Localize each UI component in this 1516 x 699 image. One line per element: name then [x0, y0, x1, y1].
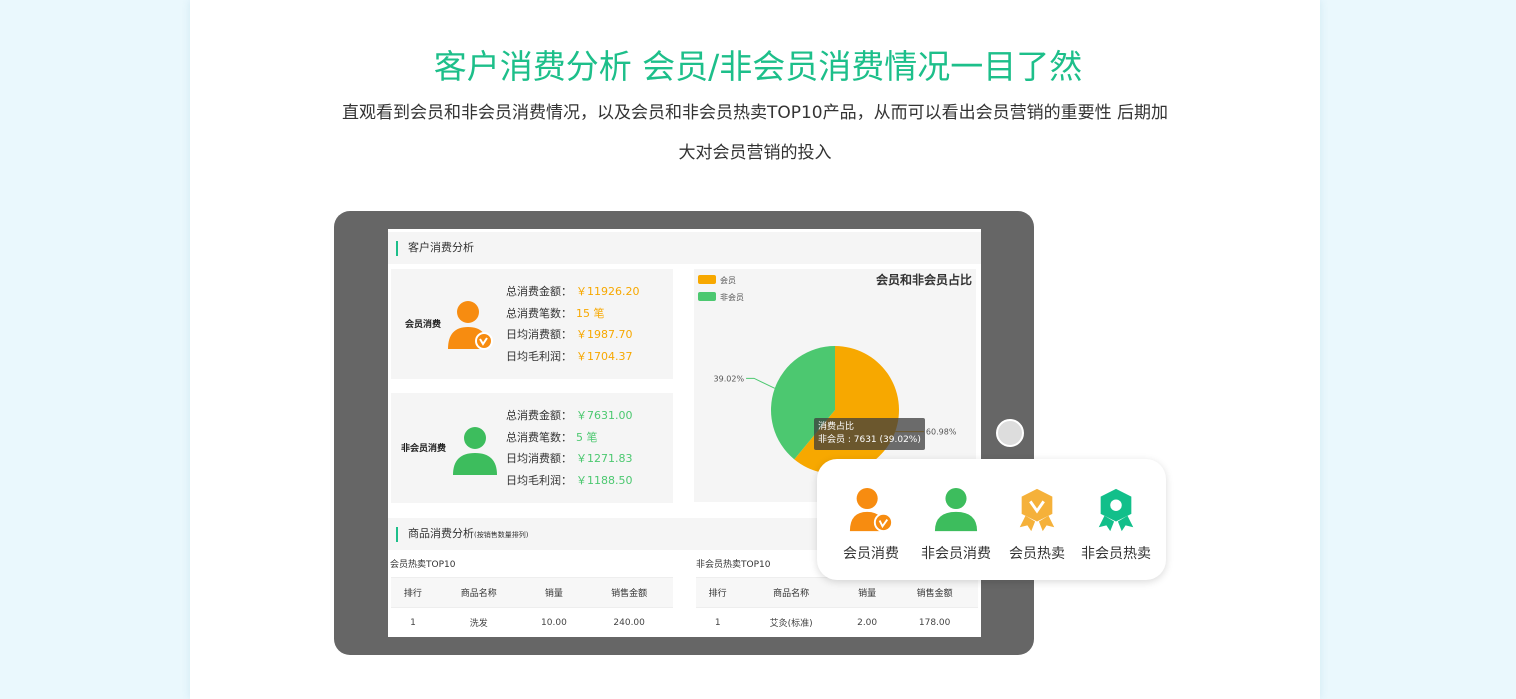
table-cell: 艾灸(标准) — [739, 607, 843, 637]
stat-value: ￥1987.70 — [576, 328, 633, 341]
tablet-home-button — [996, 419, 1024, 447]
section-note: (按销售数量排列) — [474, 531, 529, 539]
column-header: 商品名称 — [434, 577, 523, 608]
chart-title: 会员和非会员占比 — [876, 272, 972, 287]
feature-member-consumption[interactable]: 会员消费 — [831, 487, 911, 563]
nonmember-stats: 总消费金额： ￥7631.00 总消费笔数： 5 笔日均消费额： ￥1271.83 日均毛… — [506, 405, 633, 491]
section-title: 商品消费分析 — [408, 527, 474, 540]
table-cell: 1 — [696, 607, 740, 637]
table-cell: 10.00 — [522, 607, 586, 637]
table-cell: 1 — [391, 607, 435, 637]
member-top-table: 排行 商品名称 销量 销售金额 1 洗发 10.00 240.00 — [391, 577, 673, 637]
pie-data-label: 39.02% — [714, 374, 745, 383]
nonmember-top-table: 排行 商品名称 销量 销售金额 1 艾灸(标准) 2.00 178.00 — [696, 577, 978, 637]
stat-label: 总消费金额： — [506, 409, 572, 422]
stat-label: 日均毛利润： — [506, 473, 572, 487]
member-card: 会员消费 总消费金额： ￥11926.20 总消费笔数： 15 笔日均消费额： ￥198… — [391, 269, 673, 379]
stat-value: 5 笔 — [576, 430, 598, 444]
table-header-row: 排行 商品名称 销量 销售金额 — [391, 577, 673, 608]
page-title: 客户消费分析 会员/非会员消费情况一目了然 — [433, 47, 1083, 86]
stat-row: 总消费笔数： 5 笔 — [506, 427, 633, 449]
member-user-icon — [849, 487, 894, 533]
stat-value: ￥1271.83 — [576, 452, 633, 465]
feature-nonmember-consumption[interactable]: 非会员消费 — [916, 487, 996, 563]
stat-label: 总消费笔数： — [506, 306, 572, 320]
member-card-label: 会员消费 — [405, 320, 442, 330]
stat-label: 总消费笔数： — [506, 430, 572, 444]
badge-icon — [1098, 488, 1134, 532]
tooltip-text: 非会员 : 7631 (39.02%) — [818, 435, 921, 445]
table-cell: 洗发 — [434, 607, 523, 637]
section-header-customer: 客户消费分析 — [388, 232, 981, 264]
nonmember-card: 非会员消费 总消费金额： ￥7631.00 总消费笔数： 5 笔日均消费额： ￥1271… — [391, 393, 673, 503]
stat-label: 总消费金额： — [506, 285, 572, 298]
user-icon — [453, 427, 497, 475]
stat-row: 总消费金额： ￥11926.20 — [506, 281, 640, 303]
feature-label: 非会员消费 — [921, 546, 991, 562]
tooltip-title: 消费占比 — [818, 422, 855, 432]
table-header-row: 排行 商品名称 销量 销售金额 — [696, 577, 978, 608]
legend-label[interactable]: 非会员 — [720, 292, 744, 302]
feature-label: 会员热卖 — [1009, 546, 1065, 562]
stat-row: 日均毛利润： ￥1704.37 — [506, 346, 640, 368]
column-header: 排行 — [696, 577, 740, 608]
stat-row: 总消费金额： ￥7631.00 — [506, 405, 633, 427]
subtitle-line: 直观看到会员和非会员消费情况，以及会员和非会员热卖TOP10产品，从而可以看出会… — [341, 103, 1169, 123]
stat-value: 15 笔 — [576, 306, 605, 320]
table-cell: 2.00 — [842, 607, 892, 637]
pie-label-line — [746, 377, 775, 389]
table-row[interactable]: 1 艾灸(标准) 2.00 178.00 — [696, 607, 978, 637]
stat-label: 日均毛利润： — [506, 349, 572, 363]
stat-row: 日均消费额： ￥1987.70 — [506, 324, 640, 346]
stat-label: 日均消费额： — [506, 452, 572, 465]
page-subtitle: 直观看到会员和非会员消费情况，以及会员和非会员热卖TOP10产品，从而可以看出会… — [290, 93, 1220, 173]
stat-row: 日均消费额： ￥1271.83 — [506, 448, 633, 470]
column-header: 销售金额 — [585, 577, 673, 608]
table-cell: 178.00 — [891, 607, 978, 637]
column-header: 排行 — [391, 577, 435, 608]
feature-label: 非会员热卖 — [1081, 546, 1151, 562]
tablet-screen: 客户消费分析 会员消费 总消费金额： ￥11926.20 总消费笔数： 15 笔日均消… — [388, 229, 981, 637]
legend-swatch — [698, 275, 716, 284]
chart-tooltip: 消费占比非会员 : 7631 (39.02%) — [814, 418, 925, 450]
stat-value: ￥11926.20 — [576, 285, 640, 298]
column-header: 销量 — [842, 577, 892, 608]
column-header: 商品名称 — [739, 577, 843, 608]
badge-check-icon — [1019, 488, 1055, 532]
nonmember-card-label: 非会员消费 — [401, 444, 447, 454]
feature-member-hot[interactable]: 会员热卖 — [997, 487, 1077, 563]
column-header: 销量 — [522, 577, 586, 608]
nonmember-top-title: 非会员热卖TOP10 — [696, 560, 771, 570]
pie-slice-nonmember[interactable] — [771, 346, 835, 460]
pie-data-label: 60.98% — [926, 428, 957, 437]
stat-row: 总消费笔数： 15 笔 — [506, 303, 640, 325]
stat-label: 日均消费额： — [506, 328, 572, 341]
feature-card: 会员消费 非会员消费 会员热卖 非会员热卖 — [817, 459, 1166, 580]
member-stats: 总消费金额： ￥11926.20 总消费笔数： 15 笔日均消费额： ￥1987.70 日… — [506, 281, 640, 367]
feature-nonmember-hot[interactable]: 非会员热卖 — [1076, 487, 1156, 563]
table-row[interactable]: 1 洗发 10.00 240.00 — [391, 607, 673, 637]
stat-value: ￥7631.00 — [576, 409, 633, 422]
stat-row: 日均毛利润： ￥1188.50 — [506, 470, 633, 492]
stat-value: ￥1188.50 — [576, 473, 633, 487]
feature-label: 会员消费 — [843, 546, 899, 562]
legend-label[interactable]: 会员 — [720, 275, 736, 285]
user-icon — [934, 487, 978, 532]
stat-value: ￥1704.37 — [576, 349, 633, 363]
column-header: 销售金额 — [891, 577, 978, 608]
table-cell: 240.00 — [585, 607, 673, 637]
member-top-title: 会员热卖TOP10 — [390, 560, 456, 570]
subtitle-line: 大对会员营销的投入 — [678, 143, 832, 163]
legend-swatch — [698, 292, 716, 301]
member-user-icon — [448, 301, 493, 350]
